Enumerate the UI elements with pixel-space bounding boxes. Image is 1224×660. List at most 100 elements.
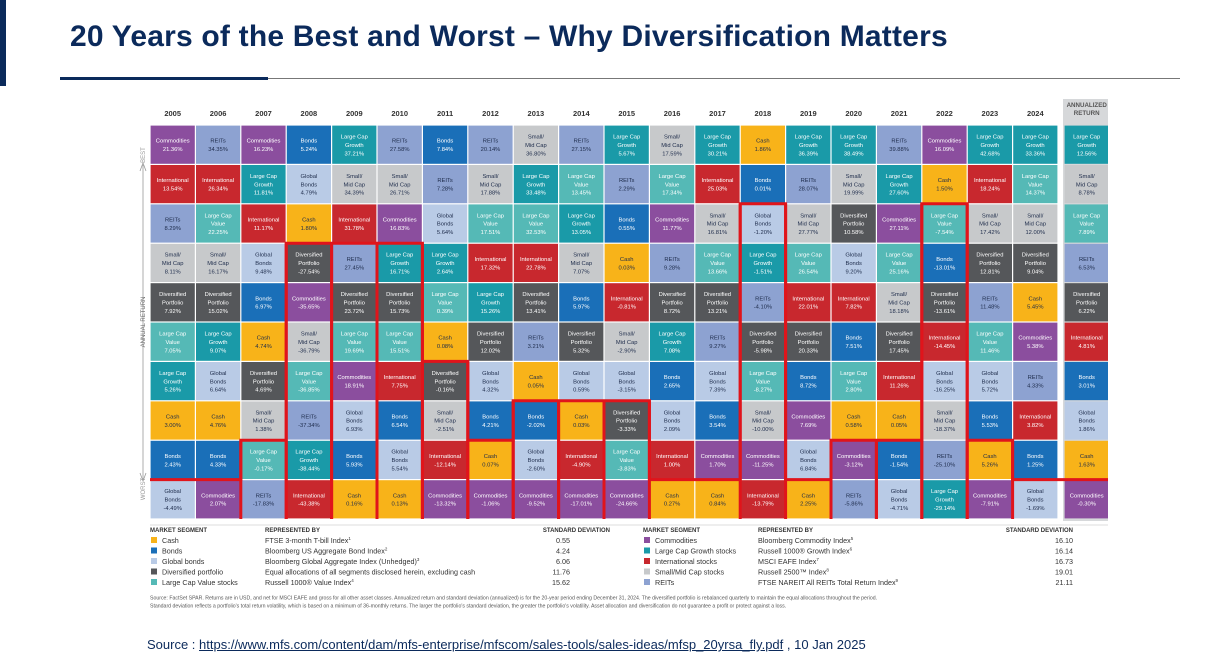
- year-label: 2011: [437, 109, 453, 118]
- cell-background: [877, 283, 922, 322]
- cell-label: Large Cap: [795, 135, 822, 141]
- cell-label: International: [792, 296, 824, 302]
- cell-background: [423, 480, 468, 519]
- asset-cell: Cash 1.50%: [922, 165, 967, 204]
- cell-label: Commodities: [973, 493, 1007, 499]
- cell-background: [650, 480, 695, 519]
- cell-value: 34.35%: [208, 147, 228, 153]
- cell-label: Bonds: [845, 261, 862, 267]
- cell-background: [150, 322, 195, 361]
- cell-label: Large Cap: [477, 292, 504, 298]
- cell-value: 7.84%: [437, 147, 453, 153]
- cell-value: 18.18%: [889, 309, 909, 315]
- year-label: 2016: [664, 109, 681, 118]
- cell-label: Growth: [209, 340, 228, 346]
- cell-label: Value: [302, 379, 316, 385]
- cell-value: 3.21%: [528, 344, 544, 350]
- asset-cell: International 7.75%: [377, 362, 422, 401]
- annualized-cell: Commodities -0.30%: [1064, 480, 1109, 519]
- cell-background: [468, 401, 513, 440]
- cell-label: Portfolio: [298, 261, 319, 267]
- cell-label: Global: [528, 450, 545, 456]
- asset-cell: Large Cap Growth 30.21%: [695, 125, 740, 164]
- cell-label: International: [883, 375, 915, 381]
- cell-label: International: [747, 493, 779, 499]
- cell-value: 30.21%: [708, 151, 728, 157]
- legend-index: FTSE 3-month T-bill Index1: [265, 536, 351, 545]
- asset-cell: International 22.01%: [786, 283, 831, 322]
- asset-cell: Cash 0.27%: [650, 480, 695, 519]
- annualized-cell: REITs 6.53%: [1064, 243, 1109, 282]
- cell-label: International: [1071, 336, 1103, 342]
- asset-cell: Bonds -2.02%: [513, 401, 558, 440]
- cell-background: [468, 125, 513, 164]
- cell-value: -1.54%: [890, 462, 908, 468]
- legend-index: MSCI EAFE Index7: [758, 557, 819, 566]
- cell-label: Growth: [981, 143, 1000, 149]
- cell-label: Mid Cap: [888, 301, 910, 307]
- cell-label: Large Cap: [159, 332, 186, 338]
- cell-background: [877, 204, 922, 243]
- cell-background: [241, 165, 286, 204]
- cell-label: Bonds: [800, 458, 817, 464]
- cell-label: Bonds: [346, 454, 363, 460]
- cell-background: [241, 243, 286, 282]
- cell-background: [241, 401, 286, 440]
- cell-label: Value: [256, 458, 270, 464]
- asset-cell: Large Cap Value 13.66%: [695, 243, 740, 282]
- cell-label: Value: [619, 458, 633, 464]
- cell-label: Large Cap: [432, 253, 459, 259]
- cell-background: [831, 165, 876, 204]
- cell-label: Growth: [844, 143, 863, 149]
- cell-value: 6.53%: [1078, 265, 1094, 271]
- cell-label: Mid Cap: [389, 182, 411, 188]
- cell-label: Small/: [1079, 174, 1095, 180]
- legend-segment: REITs: [655, 578, 675, 587]
- cell-value: 16.71%: [390, 270, 410, 276]
- cell-label: Commodities: [837, 454, 871, 460]
- source-link[interactable]: https://www.mfs.com/content/dam/mfs-ente…: [199, 637, 784, 652]
- asset-cell: International 22.78%: [513, 243, 558, 282]
- asset-cell: Global Bonds -4.49%: [150, 480, 195, 519]
- cell-value: 26.34%: [208, 187, 228, 193]
- cell-background: [468, 243, 513, 282]
- legend-footnote-mark: 4: [351, 578, 354, 583]
- cell-label: Commodities: [428, 493, 462, 499]
- cell-label: Large Cap: [704, 135, 731, 141]
- cell-label: Cash: [1080, 454, 1094, 460]
- cell-label: Portfolio: [253, 379, 274, 385]
- cell-value: 0.39%: [437, 309, 453, 315]
- cell-value: -1.69%: [1026, 506, 1044, 512]
- asset-cell: Diversified Portfolio 15.02%: [196, 283, 241, 322]
- asset-cell: Cash 0.58%: [831, 401, 876, 440]
- cell-label: Cash: [529, 375, 543, 381]
- cell-value: 25.03%: [708, 187, 728, 193]
- asset-cell: Commodities 5.38%: [1013, 322, 1058, 361]
- cell-background: [286, 243, 331, 282]
- legend-std: 19.01: [1055, 568, 1073, 577]
- asset-cell: REITs 11.48%: [967, 283, 1012, 322]
- asset-cell: International 25.03%: [695, 165, 740, 204]
- cell-value: 0.59%: [573, 388, 589, 394]
- cell-background: [650, 125, 695, 164]
- cell-background: [967, 362, 1012, 401]
- cell-label: Large Cap: [386, 332, 413, 338]
- cell-background: [604, 362, 649, 401]
- cell-label: Growth: [390, 261, 409, 267]
- asset-cell: REITs -17.83%: [241, 480, 286, 519]
- cell-label: Commodities: [1070, 493, 1104, 499]
- cell-value: 33.36%: [1025, 151, 1045, 157]
- asset-cell: International 26.34%: [196, 165, 241, 204]
- cell-label: Large Cap: [704, 253, 731, 259]
- cell-background: [786, 283, 831, 322]
- cell-label: Growth: [935, 498, 954, 504]
- year-label: 2021: [891, 109, 908, 118]
- cell-label: Small/: [346, 174, 362, 180]
- cell-label: Small/: [800, 213, 816, 219]
- cell-value: -8.27%: [754, 388, 772, 394]
- cell-label: Small/: [437, 410, 453, 416]
- cell-label: Portfolio: [752, 340, 773, 346]
- asset-cell: Diversified Portfolio 5.32%: [559, 322, 604, 361]
- cell-label: Cash: [756, 139, 770, 145]
- cell-label: Small/: [392, 174, 408, 180]
